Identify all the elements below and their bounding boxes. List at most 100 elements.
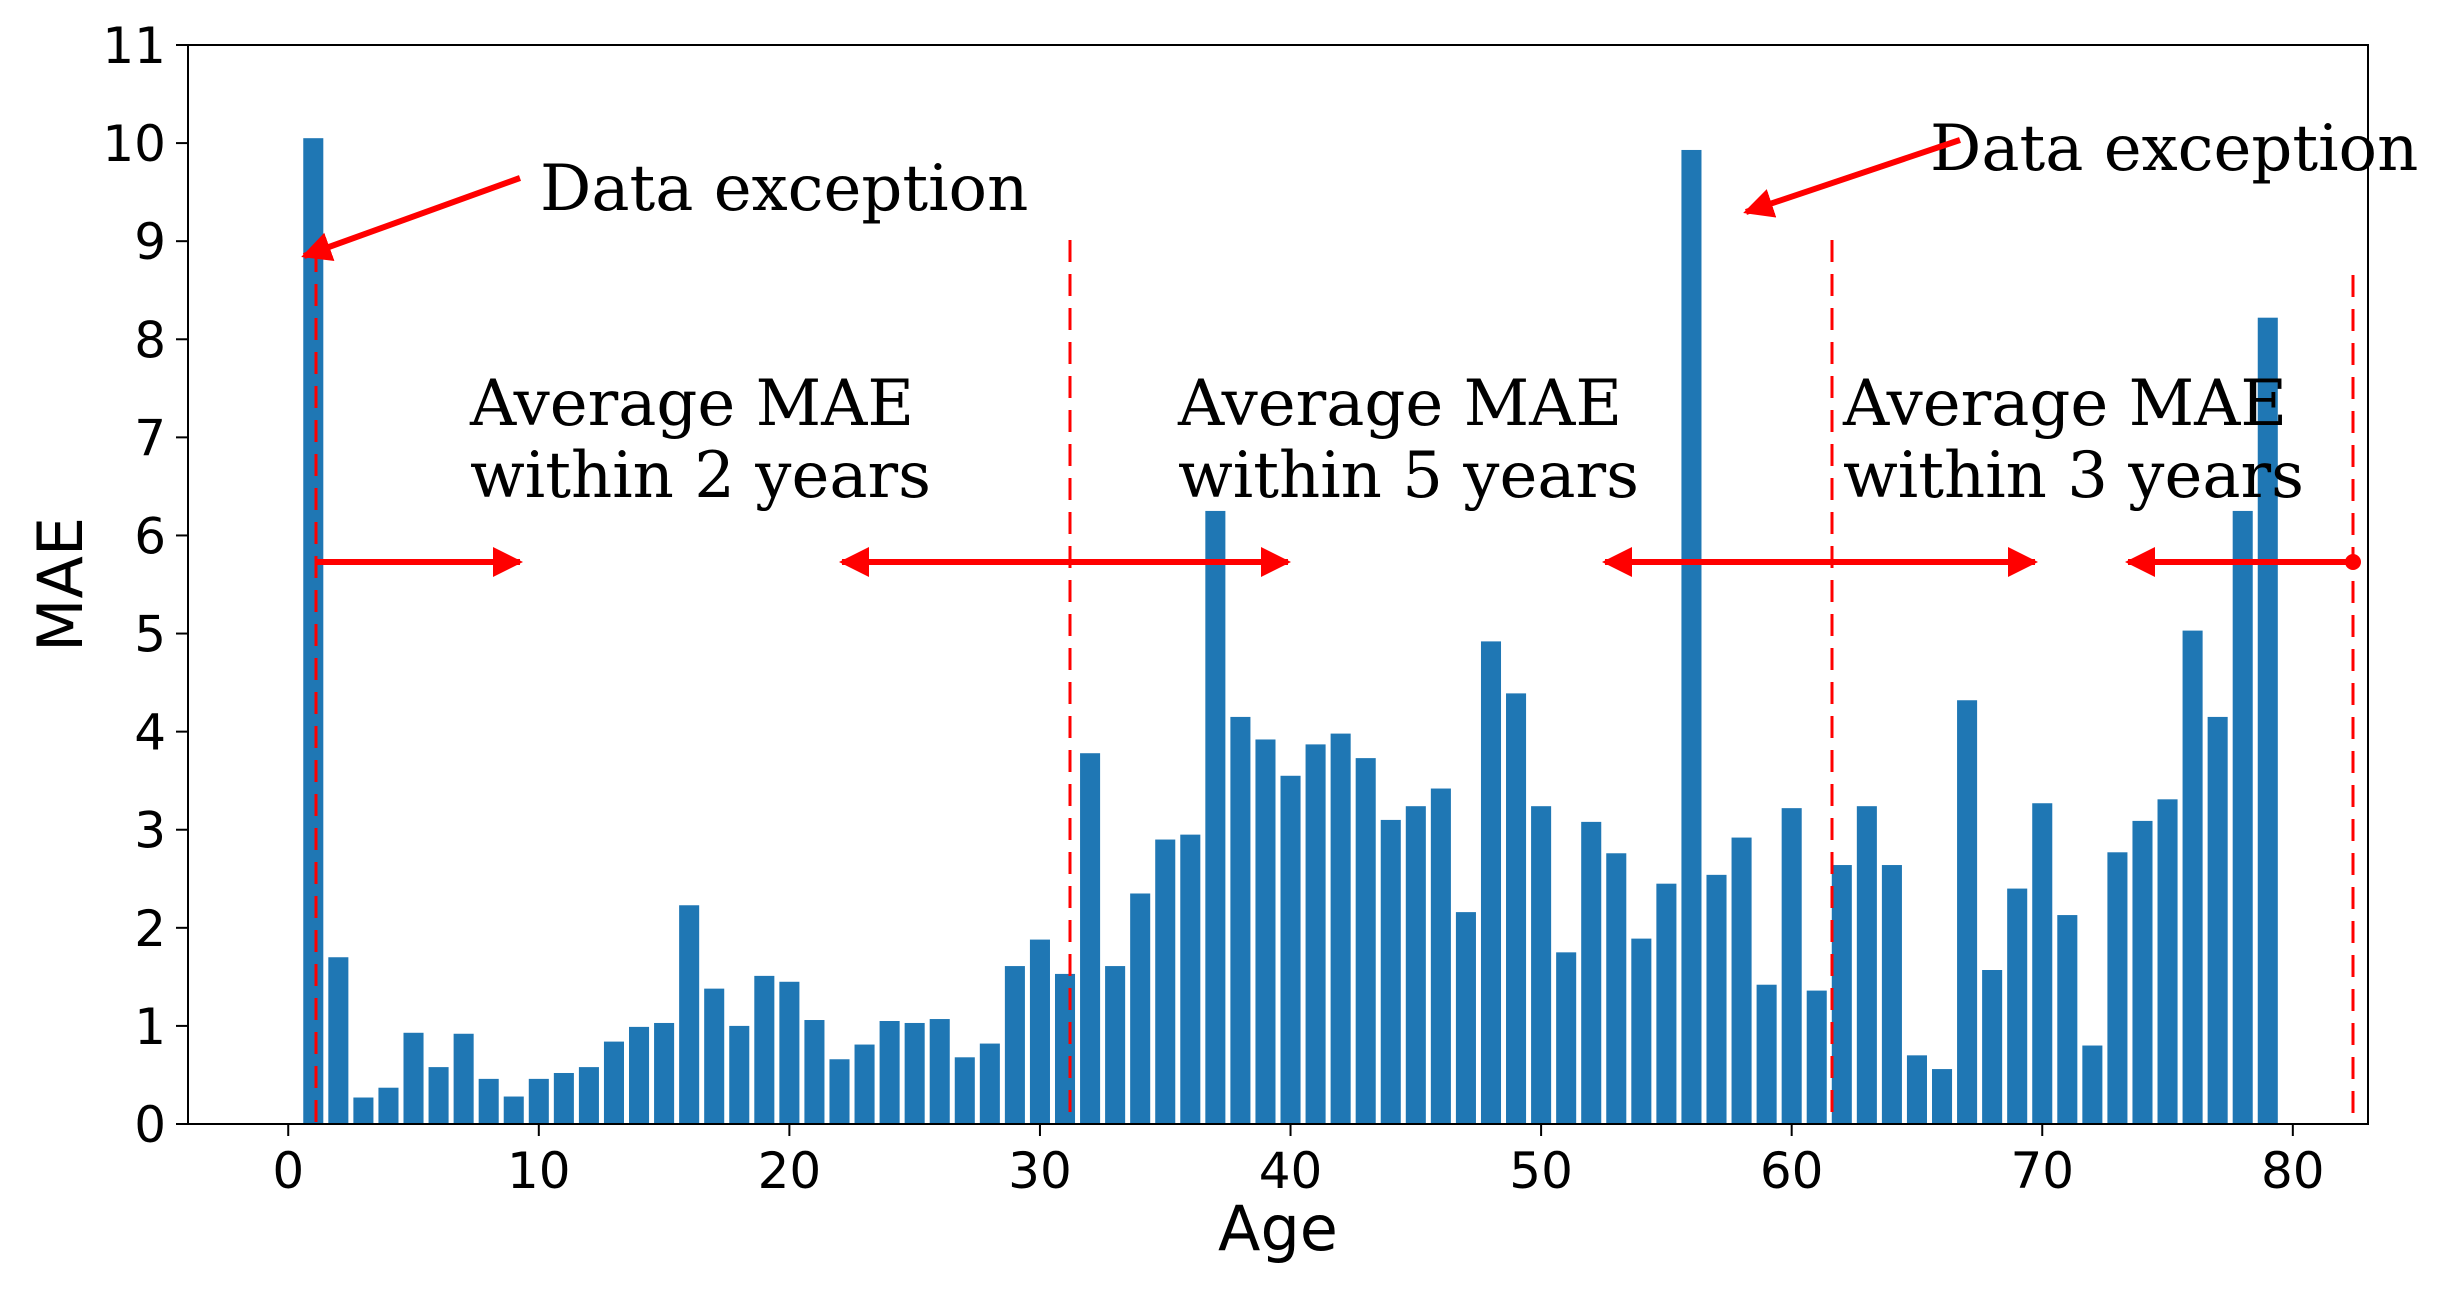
- bar-age-9: [503, 1096, 524, 1124]
- bar-age-65: [1906, 1055, 1927, 1124]
- bar-age-63: [1856, 806, 1877, 1124]
- bar-age-33: [1105, 966, 1126, 1124]
- bar-age-49: [1506, 693, 1527, 1124]
- bar-age-41: [1305, 744, 1326, 1124]
- bar-age-50: [1531, 806, 1552, 1124]
- plot-frame: [187, 44, 2369, 1125]
- bar-age-48: [1480, 641, 1502, 1124]
- bar-age-56: [1681, 149, 1702, 1124]
- bar-age-58: [1731, 837, 1752, 1124]
- bar-age-22: [829, 1059, 850, 1124]
- y-tick-label-4: 4: [134, 704, 166, 762]
- y-tick-label-0: 0: [134, 1096, 166, 1154]
- range-1-label-line-2: within 2 years: [470, 439, 931, 513]
- bar-age-36: [1180, 834, 1201, 1124]
- bar-age-1: [303, 138, 324, 1124]
- bar-age-34: [1130, 893, 1151, 1124]
- bar-age-35: [1155, 839, 1176, 1124]
- range-3-label-line-1: Average MAE: [1842, 367, 2287, 441]
- x-tick-label-60: 60: [1760, 1142, 1824, 1200]
- bar-age-47: [1455, 912, 1476, 1124]
- bar-age-66: [1932, 1069, 1953, 1124]
- bars-group: [303, 138, 2278, 1124]
- bar-age-8: [478, 1078, 499, 1124]
- bar-age-15: [654, 1022, 675, 1124]
- bar-age-54: [1631, 938, 1652, 1124]
- y-tick-label-11: 11: [102, 17, 166, 75]
- bar-age-28: [979, 1043, 1000, 1124]
- bar-age-26: [929, 1019, 950, 1124]
- y-tick-label-3: 3: [134, 802, 166, 860]
- bar-age-55: [1656, 883, 1677, 1124]
- bar-age-77: [2207, 716, 2228, 1124]
- x-tick-label-0: 0: [272, 1142, 304, 1200]
- bar-age-68: [1982, 970, 2003, 1124]
- bar-age-3: [353, 1097, 374, 1124]
- x-tick-label-20: 20: [758, 1142, 822, 1200]
- bar-age-72: [2082, 1045, 2103, 1124]
- bar-age-19: [754, 975, 775, 1124]
- y-tick-label-7: 7: [134, 409, 166, 467]
- bar-age-52: [1581, 821, 1602, 1124]
- bar-age-57: [1706, 874, 1727, 1124]
- bar-age-46: [1430, 788, 1451, 1124]
- bar-age-60: [1781, 808, 1802, 1124]
- bar-age-40: [1280, 775, 1301, 1124]
- bar-age-32: [1080, 753, 1101, 1124]
- x-tick-label-10: 10: [507, 1142, 571, 1200]
- bar-age-61: [1806, 990, 1827, 1124]
- bar-age-4: [378, 1087, 399, 1124]
- bar-age-70: [2032, 803, 2053, 1124]
- bar-age-30: [1029, 939, 1050, 1124]
- bar-age-12: [578, 1067, 599, 1124]
- bar-age-11: [553, 1072, 574, 1124]
- bar-age-39: [1255, 739, 1276, 1124]
- data-exception-label-2: Data exception: [1930, 112, 2418, 186]
- x-tick-label-40: 40: [1259, 1142, 1323, 1200]
- bar-age-76: [2182, 630, 2203, 1124]
- y-tick-label-8: 8: [134, 311, 166, 369]
- y-tick-label-1: 1: [134, 998, 166, 1056]
- y-tick-label-2: 2: [134, 900, 166, 958]
- bar-age-25: [904, 1022, 925, 1124]
- bar-age-43: [1355, 758, 1376, 1124]
- bar-age-59: [1756, 984, 1777, 1124]
- bar-age-23: [854, 1044, 875, 1124]
- y-tick-label-10: 10: [102, 115, 166, 173]
- bar-age-64: [1881, 865, 1902, 1124]
- annotations-group: Data exception Data exception Average MA…: [301, 112, 2418, 1124]
- y-tick-label-9: 9: [134, 213, 166, 271]
- range-2-label-line-1: Average MAE: [1177, 367, 1622, 441]
- bar-age-74: [2132, 820, 2153, 1124]
- bar-age-37: [1205, 510, 1226, 1124]
- x-tick-label-50: 50: [1509, 1142, 1573, 1200]
- bar-age-16: [679, 905, 700, 1124]
- bar-age-21: [804, 1020, 825, 1124]
- bar-age-42: [1330, 733, 1351, 1124]
- x-tick-label-80: 80: [2261, 1142, 2325, 1200]
- y-tick-label-6: 6: [134, 507, 166, 565]
- bar-age-29: [1004, 966, 1025, 1124]
- bar-age-14: [629, 1026, 650, 1124]
- bar-age-24: [879, 1021, 900, 1124]
- bar-age-62: [1831, 865, 1852, 1124]
- exception-arrow-2: [1743, 137, 1961, 218]
- bar-age-71: [2057, 915, 2078, 1124]
- x-axis-title: Age: [1218, 1192, 1338, 1265]
- bar-age-27: [954, 1057, 975, 1124]
- data-exception-label-1: Data exception: [540, 152, 1028, 226]
- bar-age-69: [2007, 888, 2028, 1124]
- bar-age-67: [1957, 700, 1978, 1124]
- y-axis-title: MAE: [24, 517, 97, 652]
- bar-age-51: [1556, 952, 1577, 1124]
- bar-age-7: [453, 1033, 474, 1124]
- x-tick-label-70: 70: [2010, 1142, 2074, 1200]
- bar-age-6: [428, 1067, 449, 1124]
- range-end-dot: [2345, 554, 2361, 570]
- bar-age-79: [2257, 317, 2278, 1124]
- bar-age-75: [2157, 799, 2178, 1124]
- bar-age-31: [1054, 973, 1076, 1124]
- bar-age-78: [2232, 510, 2253, 1124]
